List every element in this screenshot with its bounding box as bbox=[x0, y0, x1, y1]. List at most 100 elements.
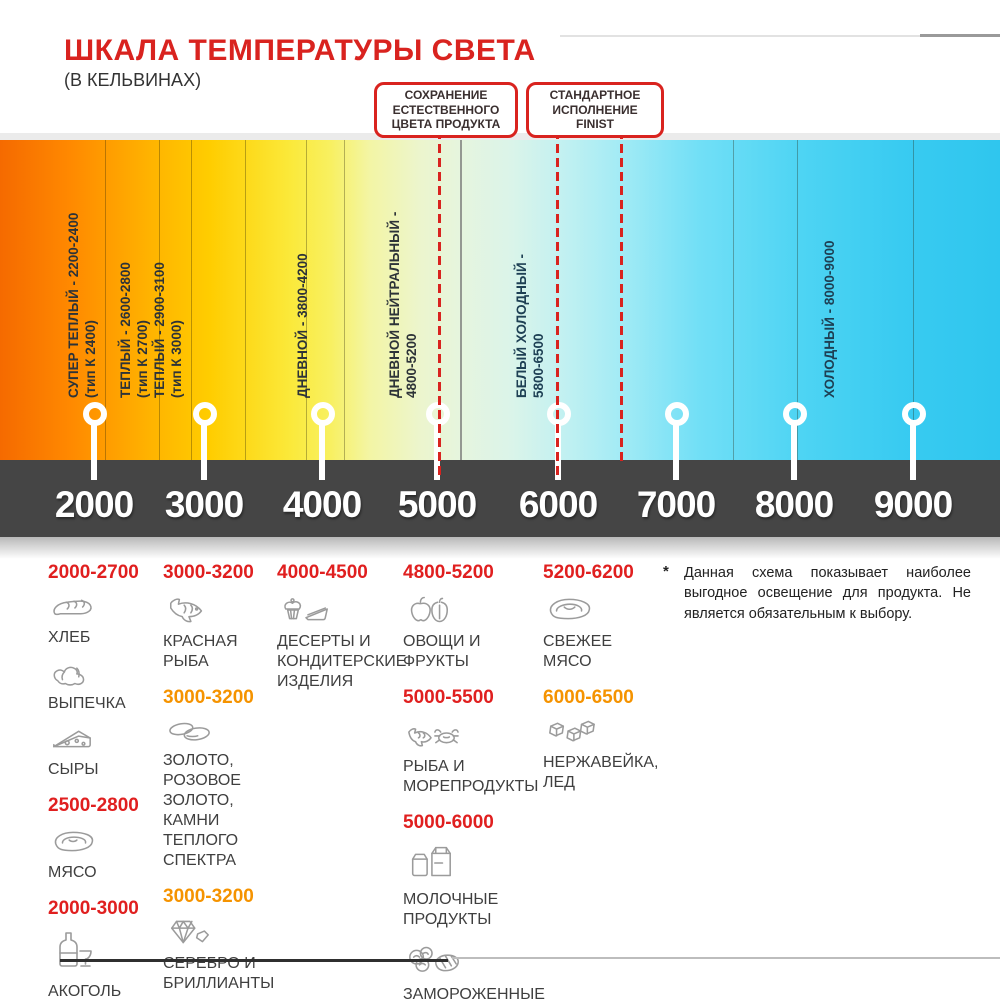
zone-label-cold: ХОЛОДНЫЙ - 8000-9000 bbox=[822, 240, 837, 398]
divider-line bbox=[560, 35, 1000, 37]
bottom-rule-dark bbox=[60, 959, 448, 962]
category-dairy: МОЛОЧНЫЕ ПРОДУКТЫ bbox=[403, 843, 568, 930]
zone-divider bbox=[344, 140, 345, 460]
zone-divider bbox=[245, 140, 246, 460]
pin-9000-stem bbox=[910, 424, 916, 480]
pin-9000 bbox=[902, 402, 926, 426]
zone-label-daylight-neutral: ДНЕВНОЙ НЕЙТРАЛЬНЫЙ -4800-5200 bbox=[387, 211, 419, 398]
category-label: ХЛЕБ bbox=[48, 629, 91, 646]
pin-2000-stem bbox=[91, 424, 97, 480]
category-fresh-meat: СВЕЖЕЕ МЯСО bbox=[543, 593, 661, 672]
pin-8000-stem bbox=[791, 424, 797, 480]
gold-rings-icon bbox=[165, 718, 279, 749]
category-vegetables-fruits: ОВОЩИ И ФРУКТЫ bbox=[403, 593, 568, 672]
zone-divider bbox=[191, 140, 192, 460]
pin-5000-stem bbox=[434, 424, 440, 480]
range-badge: 5000-5500 bbox=[403, 687, 494, 708]
meat-icon bbox=[50, 826, 156, 861]
diamond-icon bbox=[165, 917, 279, 952]
scale-bar-shadow bbox=[0, 537, 1000, 559]
bread-icon bbox=[50, 593, 156, 626]
category-label: СВЕЖЕЕ МЯСО bbox=[543, 633, 613, 670]
callout-finist-standard: СТАНДАРТНОЕ ИСПОЛНЕНИЕ FINIST bbox=[526, 82, 664, 138]
divider-line-dark bbox=[920, 34, 1000, 37]
category-column-3: 4000-4500 ДЕСЕРТЫ И КОНДИТЕРСКИЕ ИЗДЕЛИЯ bbox=[277, 562, 407, 701]
tick-7000: 7000 bbox=[636, 484, 716, 525]
category-bread: ХЛЕБ bbox=[48, 593, 156, 648]
category-label: ЗОЛОТО, РОЗОВОЕ ЗОЛОТО, КАМНИ ТЕПЛОГО СП… bbox=[163, 752, 241, 869]
ice-icon bbox=[545, 718, 661, 751]
category-column-1: 2000-2700 ХЛЕБ ВЫПЕЧКА СЫРЫ 2500-2800 МЯ… bbox=[48, 562, 156, 1000]
category-label: АКОГОЛЬ bbox=[48, 983, 122, 1000]
category-label: ОВОЩИ И ФРУКТЫ bbox=[403, 633, 481, 670]
page-subtitle: (В КЕЛЬВИНАХ) bbox=[64, 70, 202, 90]
zone-divider bbox=[306, 140, 307, 460]
fresh-meat-icon bbox=[545, 593, 661, 630]
category-label: МОЛОЧНЫЕ ПРОДУКТЫ bbox=[403, 891, 499, 928]
category-label: РЫБА И МОРЕПРОДУКТЫ bbox=[403, 758, 539, 795]
category-column-5: 5200-6200 СВЕЖЕЕ МЯСО 6000-6500 НЕРЖАВЕЙ… bbox=[543, 562, 661, 802]
zone-label-warm-3000: ТЕПЛЫЙ - 2900-3100 (тип К 3000) bbox=[152, 262, 184, 398]
pin-6000 bbox=[547, 402, 571, 426]
dashed-line-finist-left bbox=[556, 130, 559, 480]
category-label: КРАСНАЯ РЫБА bbox=[163, 633, 238, 670]
category-seafood: РЫБА И МОРЕПРОДУКТЫ bbox=[403, 718, 568, 797]
range-badge: 2500-2800 bbox=[48, 795, 139, 816]
tick-9000: 9000 bbox=[873, 484, 953, 525]
category-label: ЗАМОРОЖЕННЫЕ ПОЛУФАБРИКАТЫ bbox=[403, 986, 545, 1000]
footnote-asterisk: * bbox=[663, 563, 669, 580]
tick-3000: 3000 bbox=[164, 484, 244, 525]
range-badge: 5200-6200 bbox=[543, 562, 634, 583]
range-badge: 3000-3200 bbox=[163, 886, 254, 907]
tick-4000: 4000 bbox=[282, 484, 362, 525]
dashed-line-natural-color bbox=[438, 130, 441, 480]
category-column-2: 3000-3200 КРАСНАЯ РЫБА 3000-3200 ЗОЛОТО,… bbox=[163, 562, 279, 1000]
range-badge: 3000-3200 bbox=[163, 562, 254, 583]
category-column-4: 4800-5200 ОВОЩИ И ФРУКТЫ 5000-5500 РЫБА … bbox=[403, 562, 568, 1000]
range-badge: 2000-3000 bbox=[48, 898, 139, 919]
category-red-fish: КРАСНАЯ РЫБА bbox=[163, 593, 279, 672]
category-stainless-ice: НЕРЖАВЕЙКА, ЛЕД bbox=[543, 718, 661, 793]
range-badge: 4800-5200 bbox=[403, 562, 494, 583]
zone-divider bbox=[159, 140, 160, 460]
kelvin-gradient-band: СУПЕР ТЕПЛЫЙ - 2200-2400 (тип К 2400) ТЕП… bbox=[0, 140, 1000, 460]
dashed-line-finist-right bbox=[620, 130, 623, 463]
pin-7000 bbox=[665, 402, 689, 426]
red-fish-icon bbox=[165, 593, 279, 630]
category-meat: МЯСО bbox=[48, 826, 156, 883]
zone-label-white-cold: БЕЛЫЙ ХОЛОДНЫЙ -5800-6500 bbox=[514, 254, 546, 398]
callout-natural-color: СОХРАНЕНИЕ ЕСТЕСТВЕННОГО ЦВЕТА ПРОДУКТА bbox=[374, 82, 518, 138]
dairy-icon bbox=[405, 843, 568, 888]
category-label: ДЕСЕРТЫ И КОНДИТЕРСКИЕ ИЗДЕЛИЯ bbox=[277, 633, 407, 690]
page-title: ШКАЛА ТЕМПЕРАТУРЫ СВЕТА bbox=[64, 34, 536, 67]
zone-divider bbox=[460, 140, 462, 460]
dessert-icon bbox=[279, 593, 405, 630]
pin-3000 bbox=[193, 402, 217, 426]
footnote-text: Данная схема показывает наиболее выгодно… bbox=[684, 565, 971, 622]
category-frozen: ЗАМОРОЖЕННЫЕ ПОЛУФАБРИКАТЫ bbox=[403, 944, 568, 1000]
frozen-icon bbox=[405, 944, 568, 983]
alcohol-icon bbox=[50, 929, 156, 980]
tick-8000: 8000 bbox=[754, 484, 834, 525]
category-pastry: ВЫПЕЧКА bbox=[48, 657, 156, 714]
pin-2000 bbox=[83, 402, 107, 426]
category-label: МЯСО bbox=[48, 864, 97, 881]
seafood-icon bbox=[405, 718, 568, 755]
category-gold: ЗОЛОТО, РОЗОВОЕ ЗОЛОТО, КАМНИ ТЕПЛОГО СП… bbox=[163, 718, 279, 871]
range-badge: 6000-6500 bbox=[543, 687, 634, 708]
pin-4000-stem bbox=[319, 424, 325, 480]
pin-7000-stem bbox=[673, 424, 679, 480]
footnote: * Данная схема показывает наиболее выгод… bbox=[663, 563, 971, 624]
category-label: НЕРЖАВЕЙКА, ЛЕД bbox=[543, 754, 659, 791]
zone-label-warm-2700: ТЕПЛЫЙ - 2600-2800 (тип К 2700) bbox=[118, 262, 150, 398]
pin-8000 bbox=[783, 402, 807, 426]
vegetables-icon bbox=[405, 593, 568, 630]
zone-divider bbox=[105, 140, 106, 460]
zone-label-super-warm: СУПЕР ТЕПЛЫЙ - 2200-2400 (тип К 2400) bbox=[66, 212, 98, 398]
zone-divider bbox=[797, 140, 798, 460]
range-badge: 4000-4500 bbox=[277, 562, 368, 583]
zone-label-daylight: ДНЕВНОЙ - 3800-4200 bbox=[295, 253, 310, 398]
tick-6000: 6000 bbox=[518, 484, 598, 525]
cheese-icon bbox=[50, 723, 156, 758]
